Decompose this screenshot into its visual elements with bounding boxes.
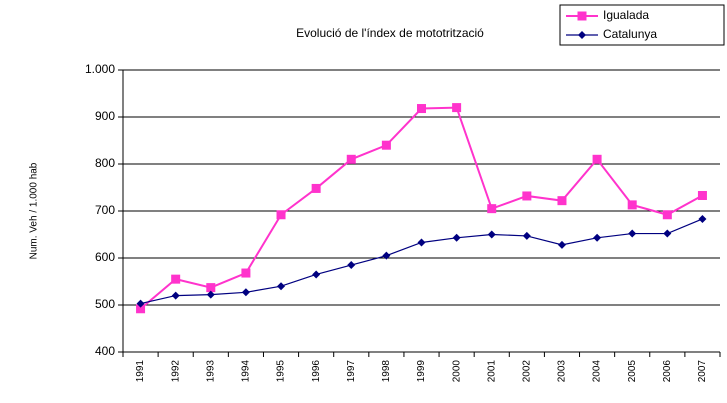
marker: [698, 214, 707, 223]
x-tick-label: 2002: [521, 360, 532, 383]
marker: [557, 196, 567, 206]
marker: [593, 233, 602, 242]
marker: [417, 104, 426, 114]
marker: [136, 299, 145, 308]
chart-title: Evolució de l'índex de mototrització: [296, 26, 484, 40]
x-tick-label: 1995: [276, 360, 287, 383]
x-tick-label: 2007: [697, 360, 708, 383]
x-tick-label: 1996: [311, 360, 322, 383]
x-tick-label: 1999: [416, 360, 427, 383]
marker: [241, 268, 251, 278]
marker: [417, 238, 426, 247]
y-tick-label: 1.000: [85, 62, 115, 76]
x-tick-label: 2000: [451, 360, 462, 383]
marker: [206, 283, 216, 293]
marker: [627, 200, 637, 210]
x-tick-label: 1993: [205, 360, 216, 383]
legend-label: Catalunya: [603, 27, 657, 41]
y-tick-label: 500: [95, 297, 115, 311]
marker: [697, 190, 707, 200]
marker: [346, 154, 356, 164]
marker: [487, 204, 497, 214]
y-tick-label: 400: [95, 344, 115, 358]
x-tick-label: 1994: [241, 360, 252, 383]
marker: [487, 230, 496, 239]
marker: [347, 261, 356, 270]
x-tick-label: 2005: [627, 360, 638, 383]
marker: [171, 274, 181, 284]
x-tick-label: 2001: [486, 360, 497, 383]
marker: [557, 240, 566, 249]
y-tick-label: 600: [95, 250, 115, 264]
marker: [171, 291, 180, 300]
marker: [662, 210, 672, 220]
marker: [381, 140, 391, 150]
y-tick-label: 900: [95, 109, 115, 123]
legend-label: Igualada: [603, 8, 649, 22]
x-tick-label: 1992: [170, 360, 181, 383]
legend-marker: [578, 31, 586, 39]
y-tick-label: 700: [95, 203, 115, 217]
marker: [276, 210, 286, 220]
marker: [522, 231, 531, 240]
marker: [592, 154, 602, 164]
x-tick-label: 1998: [381, 360, 392, 383]
series-line: [139, 106, 703, 310]
marker: [452, 233, 461, 242]
marker: [136, 304, 146, 314]
y-axis-label: Num. Veh / 1.000 hab: [29, 162, 40, 259]
marker: [522, 191, 532, 201]
legend-marker: [577, 11, 587, 21]
marker: [311, 183, 321, 193]
marker: [452, 103, 462, 113]
marker: [241, 288, 250, 297]
x-tick-label: 1997: [346, 360, 357, 383]
marker: [382, 251, 391, 260]
x-tick-label: 2003: [557, 360, 568, 383]
x-tick-label: 2004: [592, 360, 603, 383]
marker: [277, 282, 286, 291]
x-tick-label: 1991: [135, 360, 146, 383]
marker: [206, 290, 215, 299]
series-line: [140, 218, 703, 305]
marker: [312, 270, 321, 279]
legend-box: [559, 4, 725, 46]
marker: [663, 229, 672, 238]
marker: [628, 229, 637, 238]
x-tick-label: 2006: [662, 360, 673, 383]
y-tick-label: 800: [95, 156, 115, 170]
